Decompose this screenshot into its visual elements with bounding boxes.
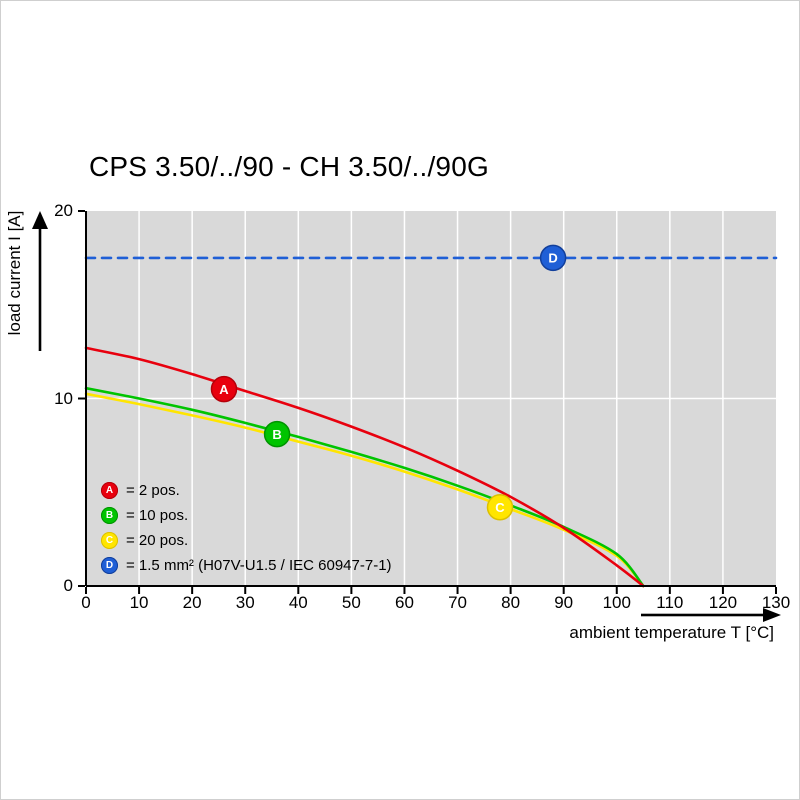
x-tick-label: 40: [288, 593, 308, 612]
x-tick-label: 20: [182, 593, 202, 612]
marker-d: [539, 244, 567, 272]
x-tick-label: 50: [341, 593, 361, 612]
marker-c: [486, 494, 514, 521]
marker-letter-a: A: [219, 382, 229, 397]
legend: A = 2 pos. B = 10 pos. C = 20 pos. D = 1.5 mm² …: [101, 478, 392, 578]
legend-label: = 20 pos.: [126, 532, 189, 549]
y-axis-arrow-icon: [32, 211, 48, 351]
marker-letter-c: C: [495, 500, 505, 515]
legend-marker-a-icon: A: [101, 482, 118, 499]
y-tick-label: 10: [54, 388, 73, 408]
x-tick-label: 0: [81, 593, 91, 612]
legend-marker-d-icon: D: [101, 557, 118, 574]
legend-item-d: D = 1.5 mm² (H07V-U1.5 / IEC 60947-7-1): [101, 553, 392, 578]
x-tick-label: 120: [708, 593, 738, 612]
curve-2-pos: [84, 346, 645, 588]
legend-item-c: C = 20 pos.: [101, 528, 392, 553]
marker-letter-b: B: [272, 427, 281, 442]
chart-title: CPS 3.50/../90 - CH 3.50/../90G: [89, 151, 489, 182]
legend-item-a: A = 2 pos.: [101, 478, 392, 503]
y-axis-label: load current I [A]: [5, 210, 24, 336]
x-tick-label: 70: [448, 593, 467, 612]
x-tick-label: 100: [602, 593, 631, 612]
legend-label: = 10 pos.: [126, 507, 189, 524]
legend-label: = 1.5 mm² (H07V-U1.5 / IEC 60947-7-1): [126, 557, 392, 574]
marker-a: [210, 375, 238, 403]
marker-b: [263, 420, 291, 448]
x-tick-label: 90: [554, 593, 574, 612]
y-tick-label: 20: [54, 201, 73, 220]
x-tick-label: 30: [235, 593, 255, 612]
x-tick-label: 60: [394, 593, 414, 612]
x-tick-label: 110: [656, 593, 684, 612]
legend-label: = 2 pos.: [126, 482, 180, 499]
curve-10-pos: [84, 386, 645, 588]
x-tick-label: 130: [761, 593, 791, 612]
y-tick-label: 0: [63, 576, 73, 595]
legend-item-b: B = 10 pos.: [101, 503, 392, 528]
x-tick-label: 10: [129, 593, 149, 612]
x-tick-label: 80: [501, 593, 521, 612]
legend-marker-c-icon: C: [101, 532, 118, 549]
legend-marker-b-icon: B: [101, 507, 118, 524]
x-axis-arrow-icon: [641, 608, 781, 622]
marker-letter-d: D: [548, 251, 557, 266]
x-axis-label: ambient temperature T [°C]: [569, 623, 774, 642]
